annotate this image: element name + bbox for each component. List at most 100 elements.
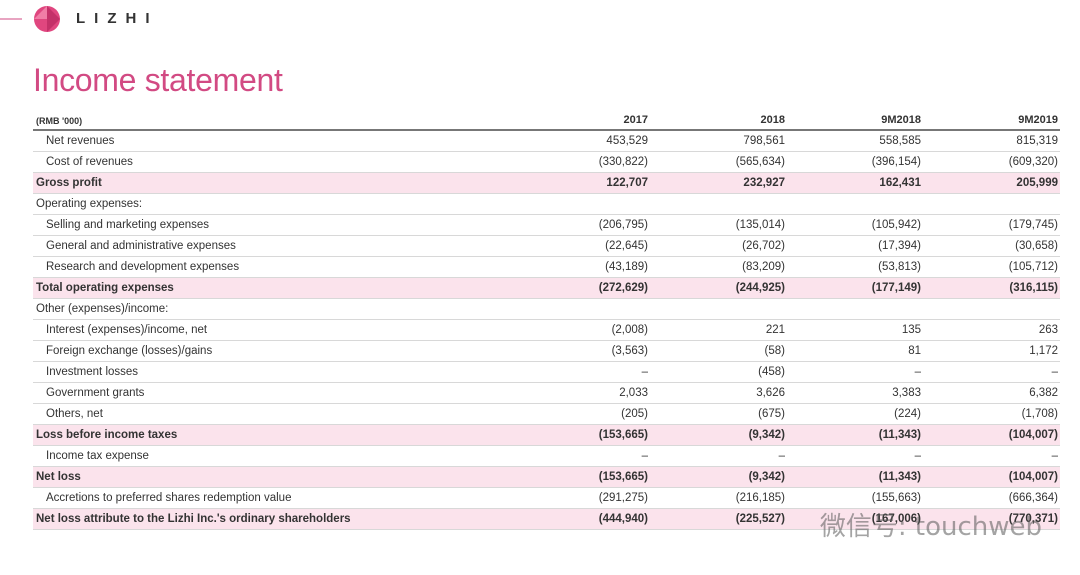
value-cell: (666,364) — [1008, 492, 1058, 504]
value-cell: (155,663) — [871, 492, 921, 504]
value-cell: (216,185) — [735, 492, 785, 504]
row-label: Government grants — [46, 387, 145, 399]
value-cell: (105,942) — [871, 219, 921, 231]
value-cell: (177,149) — [871, 282, 921, 294]
row-label: Net revenues — [46, 135, 115, 147]
table-row: Loss before income taxes (153,665) (9,342)… — [33, 425, 1060, 446]
header-row: (RMB '000) 2017 2018 9M2018 9M2019 — [33, 110, 1060, 131]
value-cell: (205) — [621, 408, 648, 420]
table-row: Interest (expenses)/income, net (2,008) 22… — [33, 320, 1060, 341]
value-cell: 122,707 — [606, 177, 648, 189]
table-row: Foreign exchange (losses)/gains (3,563) (5… — [33, 341, 1060, 362]
row-label: Other (expenses)/income: — [36, 303, 169, 315]
value-cell: 263 — [1038, 324, 1058, 336]
table-row: Government grants 2,033 3,626 3,383 6,382 — [33, 383, 1060, 404]
value-cell: (609,320) — [1008, 156, 1058, 168]
logo-text: LIZHI — [76, 10, 159, 27]
value-cell: – — [914, 450, 921, 462]
value-cell: 1,172 — [1029, 345, 1058, 357]
value-cell: 558,585 — [879, 135, 921, 147]
row-label: Research and development expenses — [46, 261, 240, 273]
value-cell: (1,708) — [1021, 408, 1058, 420]
value-cell: 2,033 — [619, 387, 648, 399]
title: Income statement — [33, 62, 283, 98]
row-label: General and administrative expenses — [46, 240, 236, 252]
value-cell: (9,342) — [748, 429, 785, 441]
row-label: Gross profit — [36, 177, 102, 189]
row-label: Foreign exchange (losses)/gains — [46, 345, 213, 357]
table-row: Gross profit 122,707 232,927 162,431 205,999 — [33, 173, 1060, 194]
value-cell: (224) — [894, 408, 921, 420]
row-label: Interest (expenses)/income, net — [46, 324, 208, 336]
value-cell: (83,209) — [742, 261, 785, 273]
value-cell: (3,563) — [611, 345, 648, 357]
value-cell: (272,629) — [598, 282, 648, 294]
value-cell: (26,702) — [742, 240, 785, 252]
row-label: Net loss attribute to the Lizhi Inc.'s o… — [36, 513, 351, 525]
value-cell: 162,431 — [879, 177, 921, 189]
table-row: Others, net (205) (675) (224) (1,708) — [33, 404, 1060, 425]
row-label: Income tax expense — [46, 450, 149, 462]
value-cell: (291,275) — [598, 492, 648, 504]
value-cell: (770,371) — [1008, 513, 1058, 525]
value-cell: (135,014) — [735, 219, 785, 231]
value-cell: 232,927 — [743, 177, 785, 189]
value-cell: (167,006) — [871, 513, 921, 525]
value-cell: 453,529 — [606, 135, 648, 147]
value-cell: (179,745) — [1008, 219, 1058, 231]
value-cell: (9,342) — [748, 471, 785, 483]
column-header: 2017 — [623, 114, 648, 126]
value-cell: (105,712) — [1008, 261, 1058, 273]
table-row: Net revenues 453,529 798,561 558,585 815,319 — [33, 131, 1060, 152]
table-row: Investment losses – (458) – – — [33, 362, 1060, 383]
row-label: Others, net — [46, 408, 103, 420]
logo-mark — [0, 6, 60, 32]
unit-label: (RMB '000) — [36, 116, 83, 126]
table-row: Selling and marketing expenses (206,795) (… — [33, 215, 1060, 236]
value-cell: (17,394) — [878, 240, 921, 252]
value-cell: 135 — [901, 324, 921, 336]
value-cell: 221 — [765, 324, 785, 336]
value-cell: (225,527) — [735, 513, 785, 525]
value-cell: 81 — [908, 345, 921, 357]
table-row: Net loss (153,665) (9,342) (11,343) (104,007… — [33, 467, 1060, 488]
row-label: Loss before income taxes — [36, 429, 178, 441]
value-cell: (11,343) — [878, 471, 921, 483]
value-cell: 205,999 — [1016, 177, 1058, 189]
row-label: Investment losses — [46, 366, 139, 378]
value-cell: (565,634) — [735, 156, 785, 168]
row-label: Accretions to preferred shares redemptio… — [46, 492, 292, 504]
value-cell: (53,813) — [878, 261, 921, 273]
value-cell: (153,665) — [598, 471, 648, 483]
value-cell: 3,383 — [892, 387, 921, 399]
table-row: Operating expenses: — [33, 194, 1060, 215]
row-label: Net loss — [36, 471, 81, 483]
table-row: Accretions to preferred shares redemptio… — [33, 488, 1060, 509]
value-cell: (396,154) — [871, 156, 921, 168]
table-row: Other (expenses)/income: — [33, 299, 1060, 320]
value-cell: 3,626 — [756, 387, 785, 399]
row-label: Total operating expenses — [36, 282, 174, 294]
value-cell: (153,665) — [598, 429, 648, 441]
column-header: 2018 — [760, 114, 785, 126]
value-cell: (2,008) — [611, 324, 648, 336]
row-label: Cost of revenues — [46, 156, 133, 168]
value-cell: (104,007) — [1008, 471, 1058, 483]
table-row: Cost of revenues (330,822) (565,634) (396,1… — [33, 152, 1060, 173]
row-label: Operating expenses: — [36, 198, 143, 210]
value-cell: (104,007) — [1008, 429, 1058, 441]
table-row: Research and development expenses (43,189… — [33, 257, 1060, 278]
value-cell: (316,115) — [1009, 282, 1058, 294]
table-row: Income tax expense – – – – — [33, 446, 1060, 467]
watermark: 微信号: touchweb — [819, 512, 1042, 542]
value-cell: – — [641, 366, 648, 378]
value-cell: (444,940) — [598, 513, 648, 525]
value-cell: (30,658) — [1015, 240, 1058, 252]
value-cell: – — [778, 450, 785, 462]
value-cell: 815,319 — [1016, 135, 1058, 147]
row-label: Selling and marketing expenses — [46, 219, 210, 231]
value-cell: (206,795) — [598, 219, 648, 231]
value-cell: – — [1051, 450, 1058, 462]
table-row: Net loss attribute to the Lizhi Inc.'s o… — [33, 509, 1060, 530]
